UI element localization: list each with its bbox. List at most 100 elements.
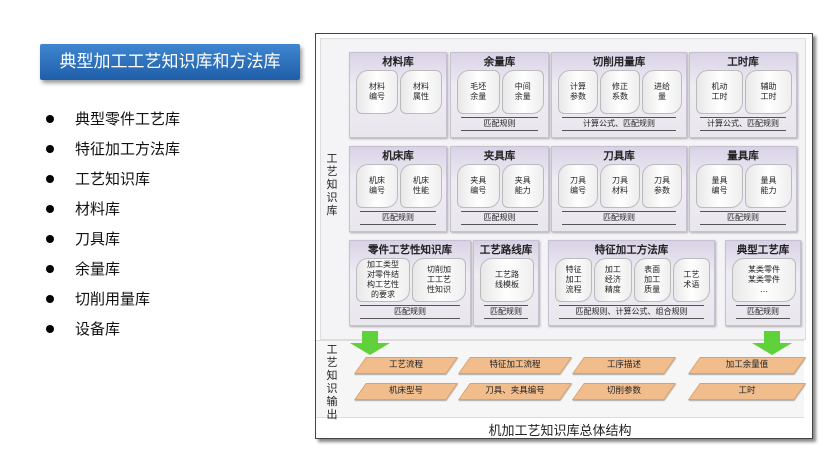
- library-box: 材料库材料 编号 材料 属性: [349, 52, 447, 138]
- library-item: 材料 编号: [356, 70, 398, 114]
- bullet-item: 材料库: [46, 196, 180, 226]
- library-box: 夹具库夹具 编号 夹具 能力匹配规则: [450, 146, 549, 232]
- library-item: 进给 量: [642, 70, 682, 114]
- library-items: 量具 编号 量具 能力: [696, 164, 792, 208]
- bullet-text: 设备库: [75, 320, 121, 338]
- library-item: 特征 加工 流程: [555, 258, 593, 302]
- output-label: 机床型号: [388, 386, 423, 396]
- library-item: 刀具 材料: [600, 164, 640, 208]
- output-label: 工时: [738, 386, 756, 396]
- library-item: 材料 属性: [400, 70, 442, 114]
- library-item: 工艺路 线模板: [480, 258, 534, 302]
- output-label: 加工余量值: [725, 360, 769, 370]
- library-box: 量具库 量具 编号 量具 能力 匹配规则: [689, 146, 797, 232]
- library-items: 夹具 编号 夹具 能力: [457, 164, 544, 208]
- down-arrow-icon: [350, 331, 390, 355]
- bullet-dot-icon: [46, 295, 54, 303]
- library-item: 工艺 术语: [672, 258, 710, 302]
- library-items: 加工类型 对零件结 构工艺性 的要求 切削加 工工艺 性知识: [356, 258, 466, 302]
- library-name: 典型工艺库: [736, 244, 790, 256]
- output-label: 工艺流程: [388, 360, 423, 370]
- library-name: 零件工艺性知识库: [368, 244, 452, 256]
- library-item: 中间 余量: [501, 70, 544, 114]
- bullet-text: 切削用量库: [75, 290, 151, 308]
- library-item: 修正 系数: [600, 70, 640, 114]
- library-rule: 匹配规则: [562, 211, 676, 225]
- bullet-item: 设备库: [46, 316, 180, 346]
- library-items: 材料 编号 材料 属性: [356, 70, 442, 114]
- bullet-dot-icon: [46, 325, 54, 333]
- bullet-text: 工艺知识库: [75, 170, 151, 188]
- library-item: 加工类型 对零件结 构工艺性 的要求: [356, 258, 410, 302]
- library-item: 量具 能力: [745, 164, 792, 208]
- knowledge-base-diagram: 工艺知识库 工艺知识输出 机加工艺知识库总体结构 材料库 材料 编号 材料 属性 余量…: [315, 33, 813, 439]
- library-item: 切削加 工工艺 性知识: [412, 258, 466, 302]
- output-item: 工序描述: [572, 357, 676, 374]
- library-rule: 匹配规则、计算公式、组合规则: [559, 305, 704, 319]
- bullet-item: 特征加工方法库: [46, 136, 180, 166]
- output-item: 特征加工流程: [458, 357, 572, 374]
- library-item: 机动 工时: [696, 70, 743, 114]
- library-name: 刀具库: [603, 150, 635, 162]
- knowledge-base-label: 工艺知识库: [326, 152, 338, 217]
- output-item: 工艺流程: [354, 357, 458, 374]
- output-item: 加工余量值: [688, 357, 806, 374]
- library-rule: 匹配规则: [484, 305, 528, 319]
- library-box: 切削用量库计算 参数 修正 系数 进给 量计算公式、匹配规则: [551, 52, 687, 138]
- library-item: 毛坯 余量: [457, 70, 500, 114]
- library-name: 特征加工方法库: [594, 244, 669, 256]
- library-items: 工艺路 线模板: [480, 258, 534, 302]
- library-rule: 匹配规则: [360, 305, 460, 319]
- library-items: 刀具 编号 刀具 材料 刀具 参数: [558, 164, 682, 208]
- library-item: 某类零件 某类零件 …: [732, 258, 796, 302]
- library-name: 材料库: [382, 56, 414, 68]
- library-rule: 匹配规则: [461, 117, 538, 131]
- bullet-text: 刀具库: [75, 230, 121, 248]
- library-name: 工时库: [727, 56, 759, 68]
- library-item: 表面 加工 质量: [633, 258, 671, 302]
- page-title: 典型加工工艺知识库和方法库: [40, 44, 300, 80]
- library-box: 特征加工方法库 特征 加工 流程 加工 经济 精度 表面 加工 质量 工艺 术语 匹配规则…: [548, 240, 715, 326]
- library-name: 工艺路线库: [479, 244, 533, 256]
- bullet-item: 刀具库: [46, 226, 180, 256]
- library-items: 某类零件 某类零件 …: [732, 258, 796, 302]
- library-box: 余量库 毛坯 余量 中间 余量 匹配规则: [450, 52, 549, 138]
- bullet-list: 典型零件工艺库 特征加工方法库 工艺知识库 材料库 刀具库 余量库 切削用量库 设备库: [46, 106, 180, 346]
- library-name: 量具库: [727, 150, 759, 162]
- library-item: 夹具 编号: [457, 164, 500, 208]
- bullet-item: 工艺知识库: [46, 166, 180, 196]
- down-arrow-icon: [752, 331, 792, 355]
- output-label: 工序描述: [606, 360, 641, 370]
- library-name: 夹具库: [483, 150, 516, 162]
- bullet-dot-icon: [46, 205, 54, 213]
- library-item: 量具 编号: [696, 164, 743, 208]
- library-box: 工艺路线库工艺路 线模板匹配规则: [473, 240, 539, 326]
- library-items: 计算 参数 修正 系数 进给 量: [558, 70, 682, 114]
- library-items: 特征 加工 流程 加工 经济 精度 表面 加工 质量 工艺 术语: [555, 258, 710, 302]
- library-item: 刀具 编号: [558, 164, 598, 208]
- library-box: 典型工艺库某类零件 某类零件 … 匹配规则: [725, 240, 801, 326]
- library-rule: 匹配规则: [736, 305, 790, 319]
- output-label: 刀具、夹具编号: [485, 386, 545, 396]
- library-item: 机床 编号: [356, 164, 398, 208]
- library-items: 机床 编号 机床 性能: [356, 164, 442, 208]
- bullet-dot-icon: [46, 115, 54, 123]
- output-label: 切削参数: [606, 386, 641, 396]
- bullet-item: 余量库: [46, 256, 180, 286]
- diagram-caption: 机加工艺知识库总体结构: [488, 424, 632, 439]
- library-item: 机床 性能: [400, 164, 442, 208]
- output-item: 工时: [688, 383, 806, 400]
- bullet-item: 切削用量库: [46, 286, 180, 316]
- library-name: 切削用量库: [592, 56, 646, 68]
- library-name: 机床库: [382, 150, 414, 162]
- library-rule: 计算公式、匹配规则: [562, 117, 676, 131]
- library-item: 计算 参数: [558, 70, 598, 114]
- library-box: 刀具库 刀具 编号 刀具 材料 刀具 参数 匹配规则: [551, 146, 687, 232]
- library-rule: 匹配规则: [461, 211, 538, 225]
- library-box: 零件工艺性知识库加工类型 对零件结 构工艺性 的要求 切削加 工工艺 性知识匹配规…: [349, 240, 471, 326]
- library-item: 刀具 参数: [642, 164, 682, 208]
- library-item: 夹具 能力: [501, 164, 544, 208]
- knowledge-output-label: 工艺知识输出: [326, 343, 338, 421]
- bullet-text: 材料库: [75, 200, 121, 218]
- library-item: 加工 经济 精度: [594, 258, 632, 302]
